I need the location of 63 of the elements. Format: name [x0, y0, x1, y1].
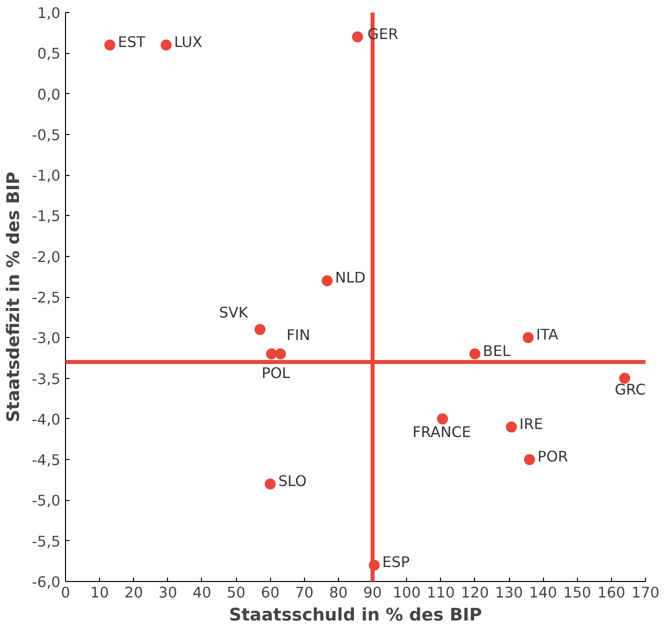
y-tick-label: -1,0 — [32, 168, 61, 185]
y-tick-label: -3,0 — [32, 330, 61, 348]
point — [266, 348, 278, 360]
annotation: BEL — [482, 342, 512, 360]
y-tick-label: -2,5 — [32, 290, 61, 306]
annotation: NLD — [335, 270, 366, 287]
annotation: ESP — [382, 554, 410, 572]
annotation: ITA — [536, 326, 558, 344]
annotation: POR — [538, 448, 568, 466]
point — [274, 348, 286, 360]
x-tick-label: 30 — [158, 584, 178, 602]
x-tick-label: 110 — [426, 584, 455, 602]
point — [524, 454, 535, 466]
point — [254, 324, 266, 336]
y-tick-label: 0,5 — [37, 46, 61, 63]
y-tick-label: -0,5 — [32, 126, 61, 144]
y-tick-label: -2,0 — [32, 248, 61, 266]
x-tick-label: 90 — [363, 584, 382, 602]
point — [264, 478, 276, 490]
x-tick-label: 20 — [124, 584, 144, 602]
y-tick-label: -5,5 — [32, 533, 61, 550]
point — [322, 275, 333, 286]
y-tick-label: -1,5 — [32, 208, 61, 226]
x-tick-label: 40 — [192, 584, 212, 602]
x-tick-label: 70 — [295, 584, 314, 602]
y-tick-label: 0,0 — [37, 86, 61, 104]
point — [437, 413, 448, 424]
x-tick-label: 10 — [90, 584, 109, 602]
point — [160, 40, 172, 51]
x-tick-label: 120 — [460, 584, 489, 602]
point — [352, 31, 364, 42]
annotation: FIN — [286, 326, 310, 344]
y-axis-title: Staatsdefizit in % des BIP — [4, 172, 24, 422]
x-tick-label: 160 — [597, 584, 626, 602]
x-tick-label: 80 — [329, 584, 348, 602]
point — [522, 332, 534, 344]
x-tick-label: 170 — [632, 584, 660, 602]
x-tick-label: 100 — [392, 584, 421, 602]
x-tick-label: 130 — [495, 584, 524, 602]
x-tick-label: 150 — [563, 584, 592, 602]
x-tick-label: 60 — [260, 584, 280, 602]
x-tick-label: 50 — [226, 584, 246, 602]
point — [104, 40, 116, 51]
annotation: EST — [118, 34, 146, 52]
annotation: SVK — [219, 304, 248, 322]
annotation: IRE — [519, 416, 544, 434]
annotation: SLO — [278, 472, 307, 490]
annotation: GRC — [614, 381, 646, 398]
y-tick-label: -6,0 — [32, 574, 61, 591]
x-tick-label: 140 — [529, 584, 558, 602]
y-tick-label: -3,5 — [32, 370, 61, 388]
point — [469, 348, 480, 360]
point — [506, 422, 517, 433]
annotation: POL — [262, 364, 291, 382]
y-tick-label: -4,0 — [32, 411, 61, 428]
y-tick-label: -5,0 — [32, 492, 61, 510]
annotation: FRANCE — [412, 424, 472, 441]
x-tick-label: 0 — [60, 584, 70, 602]
y-tick-label: -4,5 — [32, 452, 61, 470]
x-axis-title: Staatsschuld in % des BIP — [229, 606, 482, 626]
annotation: LUX — [174, 34, 202, 52]
y-tick-label: 1,0 — [37, 5, 61, 22]
point — [619, 372, 630, 384]
